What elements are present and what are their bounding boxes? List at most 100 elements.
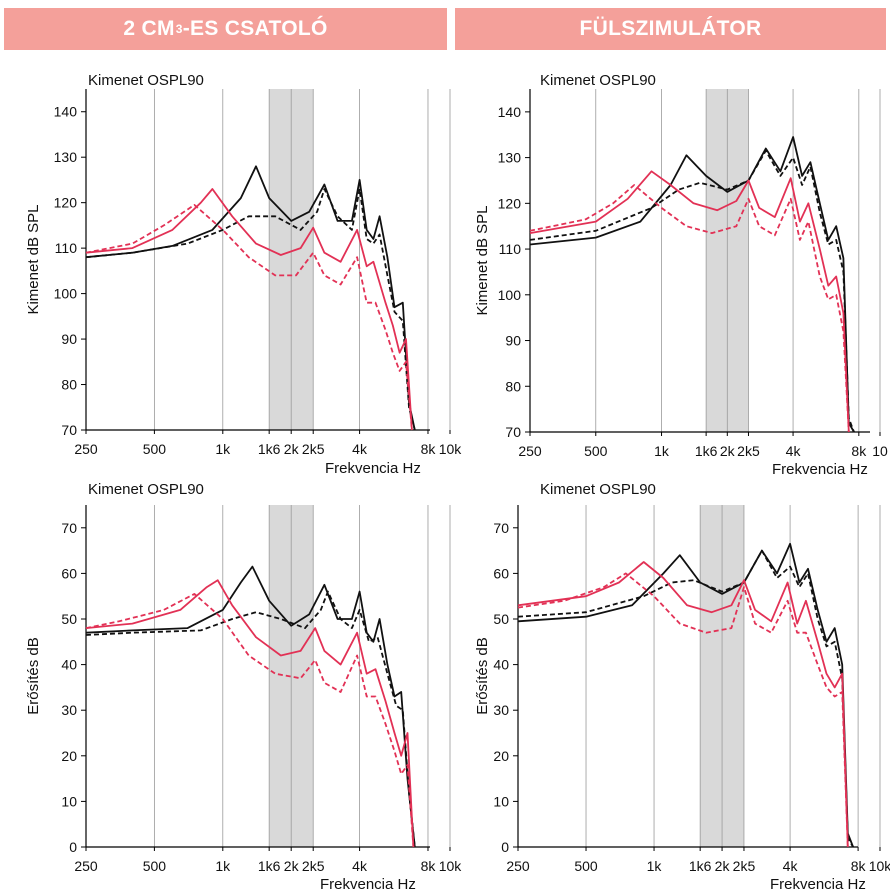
y-tick-label: 120 <box>498 195 522 211</box>
x-tick-label: 500 <box>143 441 167 457</box>
x-tick-label: 2k <box>715 858 731 874</box>
x-axis-label: Frekvencia Hz <box>325 460 421 477</box>
y-tick-label: 60 <box>493 565 509 581</box>
y-tick-label: 40 <box>493 657 509 673</box>
chart-title: Kimenet OSPL90 <box>540 72 656 89</box>
series-line-black-solid <box>85 565 416 848</box>
x-tick-label: 1k6 <box>695 443 718 459</box>
x-tick-label: 2k5 <box>302 858 325 874</box>
series-line-black-dashed <box>85 188 416 431</box>
x-tick-label: 10 <box>872 443 888 459</box>
chart-title: Kimenet OSPL90 <box>540 481 656 498</box>
y-tick-label: 110 <box>55 240 78 256</box>
x-tick-label: 10k <box>439 441 463 457</box>
x-tick-label: 8k <box>851 443 867 459</box>
y-tick-label: 60 <box>61 565 77 581</box>
y-tick-label: 50 <box>61 611 77 627</box>
series-line-red-solid <box>529 170 850 433</box>
chart-title: Kimenet OSPL90 <box>88 481 204 498</box>
series-line-black-dashed <box>529 149 855 433</box>
y-tick-label: 70 <box>493 520 509 536</box>
x-tick-label: 2k <box>284 858 300 874</box>
x-tick-label: 250 <box>506 858 530 874</box>
y-axis-label: Kimenet dB SPL <box>25 204 42 314</box>
x-tick-label: 8k <box>421 858 437 874</box>
series-line-red-solid <box>85 579 415 848</box>
x-tick-label: 4k <box>783 858 799 874</box>
chart-panel-3: 0 10 20 30 40 50 60 70 250 500 1k 1k6 2k 2k5 4k 8k 10k Ki… <box>25 481 462 891</box>
chart-panel-1: 70 80 90 100 110 120 130 140 250 500 1k 1k6 2k 2k5 4k 8… <box>25 72 462 477</box>
y-tick-label: 120 <box>54 195 78 211</box>
x-tick-label: 1k <box>215 858 231 874</box>
x-tick-label: 1k6 <box>258 858 281 874</box>
x-tick-label: 10k <box>439 858 463 874</box>
y-tick-label: 110 <box>499 241 522 257</box>
x-tick-label: 1k <box>215 441 231 457</box>
series-line-black-dashed <box>517 549 854 848</box>
y-axis-label: Erősítés dB <box>474 637 491 715</box>
y-tick-label: 70 <box>505 424 521 440</box>
y-axis-label: Erősítés dB <box>25 637 42 715</box>
x-tick-label: 500 <box>143 858 167 874</box>
series-line-red-dashed <box>529 184 850 433</box>
y-tick-label: 70 <box>61 520 77 536</box>
y-tick-label: 90 <box>61 331 77 347</box>
series-line-red-dashed <box>85 204 413 431</box>
coupler-banner-text: 2 CM <box>123 17 175 40</box>
x-axis-label: Frekvencia Hz <box>320 876 416 891</box>
y-tick-label: 50 <box>493 611 509 627</box>
coupler-banner-suffix: -ES CSATOLÓ <box>182 17 328 40</box>
series-line-red-dashed <box>85 593 415 848</box>
series-line-black-solid <box>517 542 854 848</box>
series-line-black-dashed <box>85 590 416 848</box>
y-tick-label: 40 <box>61 657 77 673</box>
x-tick-label: 1k <box>647 858 663 874</box>
series-line-red-solid <box>517 561 849 848</box>
series-line-black-solid <box>529 136 855 433</box>
y-tick-label: 30 <box>61 702 77 718</box>
y-tick-label: 0 <box>69 839 77 855</box>
x-tick-label: 2k5 <box>737 443 760 459</box>
x-tick-label: 250 <box>74 858 98 874</box>
y-tick-label: 70 <box>61 422 77 438</box>
y-tick-label: 10 <box>61 793 77 809</box>
y-tick-label: 30 <box>493 702 509 718</box>
x-tick-label: 1k <box>654 443 670 459</box>
x-tick-label: 2k5 <box>302 441 325 457</box>
x-tick-label: 2k5 <box>733 858 756 874</box>
chart-panel-2: 70 80 90 100 110 120 130 140 250 500 1k 1k6 2k 2k5 4k 8… <box>474 72 888 478</box>
ear-simulator-banner-text: FÜLSZIMULÁTOR <box>579 17 762 40</box>
y-tick-label: 130 <box>54 149 78 165</box>
series-line-red-dashed <box>517 572 849 848</box>
x-axis-label: Frekvencia Hz <box>772 461 868 478</box>
y-tick-label: 80 <box>61 377 77 393</box>
series-line-red-solid <box>85 188 413 431</box>
coupler-banner-superscript: 3 <box>175 22 183 36</box>
x-tick-label: 250 <box>74 441 98 457</box>
y-tick-label: 100 <box>498 287 522 303</box>
y-tick-label: 140 <box>498 104 522 120</box>
y-tick-label: 10 <box>493 793 509 809</box>
x-tick-label: 8k <box>421 441 437 457</box>
chart-panel-4: 0 10 20 30 40 50 60 70 250 500 1k 1k6 2k 2k5 4k 8k 10k Ki… <box>474 481 890 891</box>
x-tick-label: 4k <box>352 858 368 874</box>
y-tick-label: 20 <box>493 748 509 764</box>
x-tick-label: 500 <box>574 858 598 874</box>
x-tick-label: 2k <box>284 441 300 457</box>
x-tick-label: 1k6 <box>258 441 281 457</box>
y-tick-label: 0 <box>501 839 509 855</box>
y-tick-label: 100 <box>54 286 78 302</box>
x-tick-label: 4k <box>352 441 368 457</box>
y-tick-label: 140 <box>54 104 78 120</box>
coupler-banner: 2 CM 3 -ES CSATOLÓ <box>4 8 447 50</box>
chart-title: Kimenet OSPL90 <box>88 72 204 89</box>
y-axis-label: Kimenet dB SPL <box>474 205 491 315</box>
y-tick-label: 130 <box>498 150 522 166</box>
x-tick-label: 2k <box>720 443 736 459</box>
x-tick-label: 1k6 <box>689 858 712 874</box>
y-tick-label: 20 <box>61 748 77 764</box>
x-axis-label: Frekvencia Hz <box>770 876 866 891</box>
ear-simulator-banner: FÜLSZIMULÁTOR <box>455 8 886 50</box>
x-tick-label: 4k <box>786 443 802 459</box>
